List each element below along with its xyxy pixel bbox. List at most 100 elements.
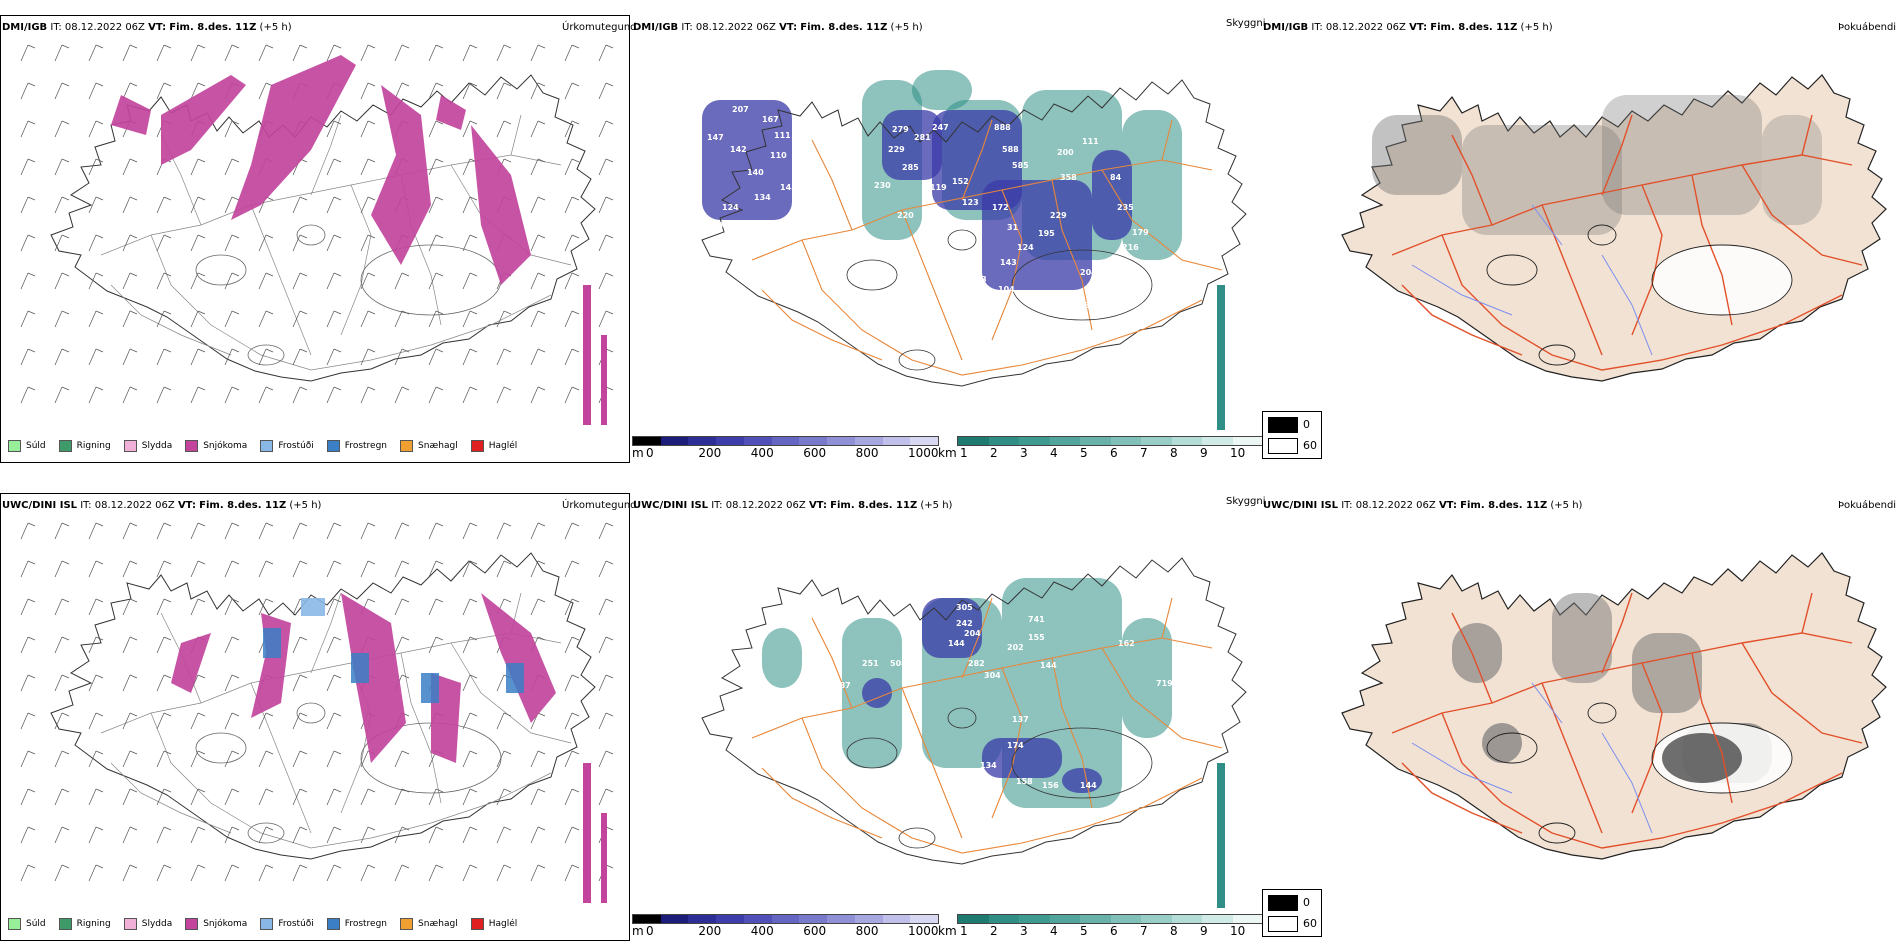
wind-barb: [462, 560, 478, 578]
scale-unit: km: [938, 446, 957, 460]
wind-barb: [428, 310, 444, 328]
wind-barb: [258, 864, 274, 882]
wind-barb: [530, 44, 546, 62]
wind-barb: [258, 44, 274, 62]
colorbar-segment: [882, 915, 911, 923]
colorbar-segment: [827, 915, 855, 923]
cloud-height-label: 58: [815, 676, 827, 685]
wind-barb: [598, 674, 614, 692]
wind-barb: [326, 712, 342, 730]
wind-barb: [462, 864, 478, 882]
legend-label: Snjókoma: [203, 441, 248, 451]
wind-barb: [20, 120, 36, 138]
wind-barb: [360, 82, 376, 100]
cloud-height-label: 111: [774, 131, 791, 140]
model-name: DMI/IGB: [2, 22, 48, 33]
wind-barb: [156, 310, 172, 328]
cloud-height-label: 145: [780, 183, 797, 192]
colorbar-segment: [1049, 915, 1080, 923]
wind-barb: [428, 272, 444, 290]
wind-barb: [394, 82, 410, 100]
wind-barb: [326, 272, 342, 290]
cloud-height-label: 122: [1044, 293, 1061, 302]
wind-barb: [292, 196, 308, 214]
wind-barb: [258, 310, 274, 328]
wind-barb: [564, 788, 580, 806]
cloud-height-label: 207: [732, 105, 749, 114]
colorbar-segment: [660, 437, 689, 445]
colorbar-segment: [1232, 437, 1263, 445]
wind-barb: [258, 386, 274, 404]
snow-band: [171, 633, 211, 693]
wind-barb: [394, 44, 410, 62]
wind-barb: [224, 522, 240, 540]
wind-barb: [88, 598, 104, 616]
wind-barb: [564, 522, 580, 540]
wind-barb: [190, 598, 206, 616]
scale-tick: 400: [750, 924, 774, 938]
wind-barb: [360, 560, 376, 578]
wind-barb: [224, 120, 240, 138]
cloud-height-label: 741: [1028, 615, 1045, 624]
wind-barb: [360, 788, 376, 806]
wind-barb: [292, 750, 308, 768]
wind-barb: [428, 348, 444, 366]
wind-barb: [88, 310, 104, 328]
model-name: DMI/IGB: [1263, 22, 1309, 33]
cloud-height-label: 588: [1002, 145, 1019, 154]
wind-barb: [326, 196, 342, 214]
fog-header: UWC/DINI ISL IT: 08.12.2022 06Z VT: Fim.…: [1263, 500, 1582, 511]
wind-barb: [530, 864, 546, 882]
scale-tick: 800: [855, 924, 879, 938]
snow-band: [231, 55, 356, 220]
wind-barb: [394, 522, 410, 540]
wind-barb: [462, 750, 478, 768]
precip-legend: Súld Rigning Slydda Snjókoma Frostúði Frostre…: [8, 918, 530, 930]
wind-barb: [462, 522, 478, 540]
wind-barb: [156, 788, 172, 806]
wind-barb: [462, 310, 478, 328]
cloud-patch: [1217, 763, 1225, 908]
cloud-height-label: 508: [890, 659, 907, 668]
cloud-height-label: 84: [1110, 173, 1122, 182]
wind-barb: [54, 44, 70, 62]
fog-scale-box: 0 60: [1262, 411, 1322, 459]
distance-colorbar: [957, 436, 1264, 446]
init-time: IT: 08.12.2022 06Z: [681, 22, 776, 33]
cloud-height-label: 31: [1007, 223, 1019, 232]
wind-barb: [20, 44, 36, 62]
wind-barb: [598, 82, 614, 100]
wind-barb: [326, 560, 342, 578]
wind-barb: [156, 348, 172, 366]
wind-barb: [292, 348, 308, 366]
wind-barb: [156, 560, 172, 578]
wind-barb: [394, 310, 410, 328]
wind-barb: [224, 196, 240, 214]
wind-barb: [156, 750, 172, 768]
wind-barb: [54, 272, 70, 290]
low-cloud-patch: [1092, 150, 1132, 240]
wind-barb: [54, 158, 70, 176]
wind-barb: [20, 234, 36, 252]
wind-barb: [428, 386, 444, 404]
cloud-header: DMI/IGB IT: 08.12.2022 06Z VT: Fim. 8.de…: [633, 22, 923, 33]
fog-patch: [1632, 633, 1702, 713]
wind-barb: [360, 522, 376, 540]
wind-barb: [54, 310, 70, 328]
wind-barb: [224, 560, 240, 578]
wind-barb: [462, 598, 478, 616]
wind-barb: [122, 864, 138, 882]
cloud-visibility-map: 207 167 147 142 111 110 140 145 134 141 124 102 279 2…: [701, 70, 1247, 430]
wind-barb: [122, 674, 138, 692]
wind-barb: [326, 158, 342, 176]
cloud-height-label: 204: [964, 629, 981, 638]
wind-barb: [598, 196, 614, 214]
wind-barb: [54, 82, 70, 100]
wind-barb: [360, 234, 376, 252]
wind-barb: [598, 636, 614, 654]
cloud-height-label: 147: [707, 133, 724, 142]
init-time: IT: 08.12.2022 06Z: [1311, 22, 1406, 33]
wind-barb: [394, 788, 410, 806]
wind-barb: [190, 750, 206, 768]
wind-barb: [224, 386, 240, 404]
